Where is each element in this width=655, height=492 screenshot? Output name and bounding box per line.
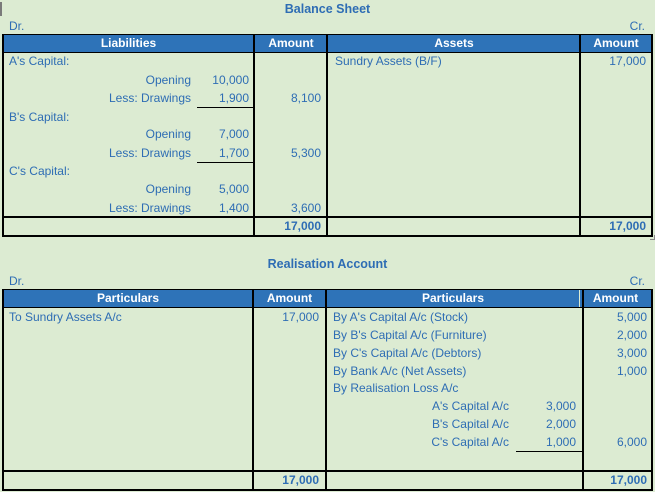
credit-amount: 2,000 <box>616 328 647 342</box>
liability-name: B's Capital: <box>9 110 70 124</box>
liability-name: C's Capital: <box>9 164 70 178</box>
border <box>2 307 653 308</box>
credit-amount: 3,000 <box>616 346 647 360</box>
opening-value: 5,000 <box>218 182 249 196</box>
row-marker <box>0 2 2 16</box>
border <box>325 289 327 491</box>
credit-entry: By Realisation Loss A/c <box>333 381 459 395</box>
loss-split-name: A's Capital A/c <box>432 399 509 413</box>
credit-entry: By Bank A/c (Net Assets) <box>333 364 467 378</box>
total-debit: 17,000 <box>282 473 319 487</box>
total-assets: 17,000 <box>609 219 646 233</box>
asset-amount: 17,000 <box>609 54 646 68</box>
net-capital: 8,100 <box>290 91 321 105</box>
credit-amount: 5,000 <box>616 310 647 324</box>
subtotal-rule <box>197 162 254 163</box>
loss-split-amount: 1,000 <box>545 435 576 449</box>
total-liabilities: 17,000 <box>284 219 321 233</box>
loss-total: 6,000 <box>616 435 647 449</box>
credit-amount: 1,000 <box>616 364 647 378</box>
credit-entry: By A's Capital A/c (Stock) <box>333 310 469 324</box>
border <box>651 34 653 237</box>
header-assets: Assets <box>328 35 580 52</box>
liability-name: A's Capital: <box>9 54 70 68</box>
debit-entry: To Sundry Assets A/c <box>9 310 122 324</box>
loss-split-name: B's Capital A/c <box>432 417 509 431</box>
border <box>2 289 4 491</box>
balance-sheet-title: Balance Sheet <box>284 2 371 16</box>
realisation-account-title: Realisation Account <box>267 257 388 271</box>
opening-label: Opening <box>145 182 191 196</box>
header-amount-right: Amount <box>581 35 651 52</box>
subtotal-rule <box>197 107 254 108</box>
net-capital: 5,300 <box>290 146 321 160</box>
loss-split-amount: 2,000 <box>545 417 576 431</box>
opening-value: 10,000 <box>212 73 249 87</box>
loss-split-name: C's Capital A/c <box>431 435 509 449</box>
header-liabilities: Liabilities <box>3 35 254 52</box>
border <box>2 489 653 491</box>
border <box>252 289 254 491</box>
credit-entry: By B's Capital A/c (Furniture) <box>333 328 487 342</box>
drawings-label: Less: Drawings <box>108 91 191 105</box>
header-particulars-right: Particulars <box>327 290 579 307</box>
asset-name: Sundry Assets (B/F) <box>335 54 442 68</box>
border <box>326 34 328 237</box>
cell-corner-marker <box>650 235 655 240</box>
border <box>2 470 653 472</box>
net-capital: 3,600 <box>290 201 321 215</box>
border <box>579 34 581 237</box>
opening-label: Opening <box>145 73 191 87</box>
loss-split-amount: 3,000 <box>545 399 576 413</box>
border <box>582 289 584 491</box>
subtotal-rule <box>516 451 583 452</box>
realisation-cr-label: Cr. <box>629 274 645 288</box>
drawings-value: 1,700 <box>218 146 249 160</box>
opening-value: 7,000 <box>218 127 249 141</box>
total-credit: 17,000 <box>610 473 647 487</box>
balance-sheet-cr-label: Cr. <box>629 19 645 33</box>
balance-sheet-dr-label: Dr. <box>9 19 25 33</box>
header-amount-left: Amount <box>255 35 327 52</box>
debit-amount: 17,000 <box>282 310 319 324</box>
drawings-label: Less: Drawings <box>108 201 191 215</box>
drawings-label: Less: Drawings <box>108 146 191 160</box>
drawings-value: 1,400 <box>218 201 249 215</box>
realisation-dr-label: Dr. <box>9 274 25 288</box>
border <box>651 289 653 491</box>
header-amount-right: Amount <box>580 290 651 307</box>
border <box>2 34 4 237</box>
border <box>253 34 255 237</box>
border <box>2 289 653 290</box>
drawings-value: 1,900 <box>218 91 249 105</box>
opening-label: Opening <box>145 127 191 141</box>
header-particulars-left: Particulars <box>3 290 253 307</box>
credit-entry: By C's Capital A/c (Debtors) <box>333 346 482 360</box>
header-amount-left: Amount <box>254 290 325 307</box>
